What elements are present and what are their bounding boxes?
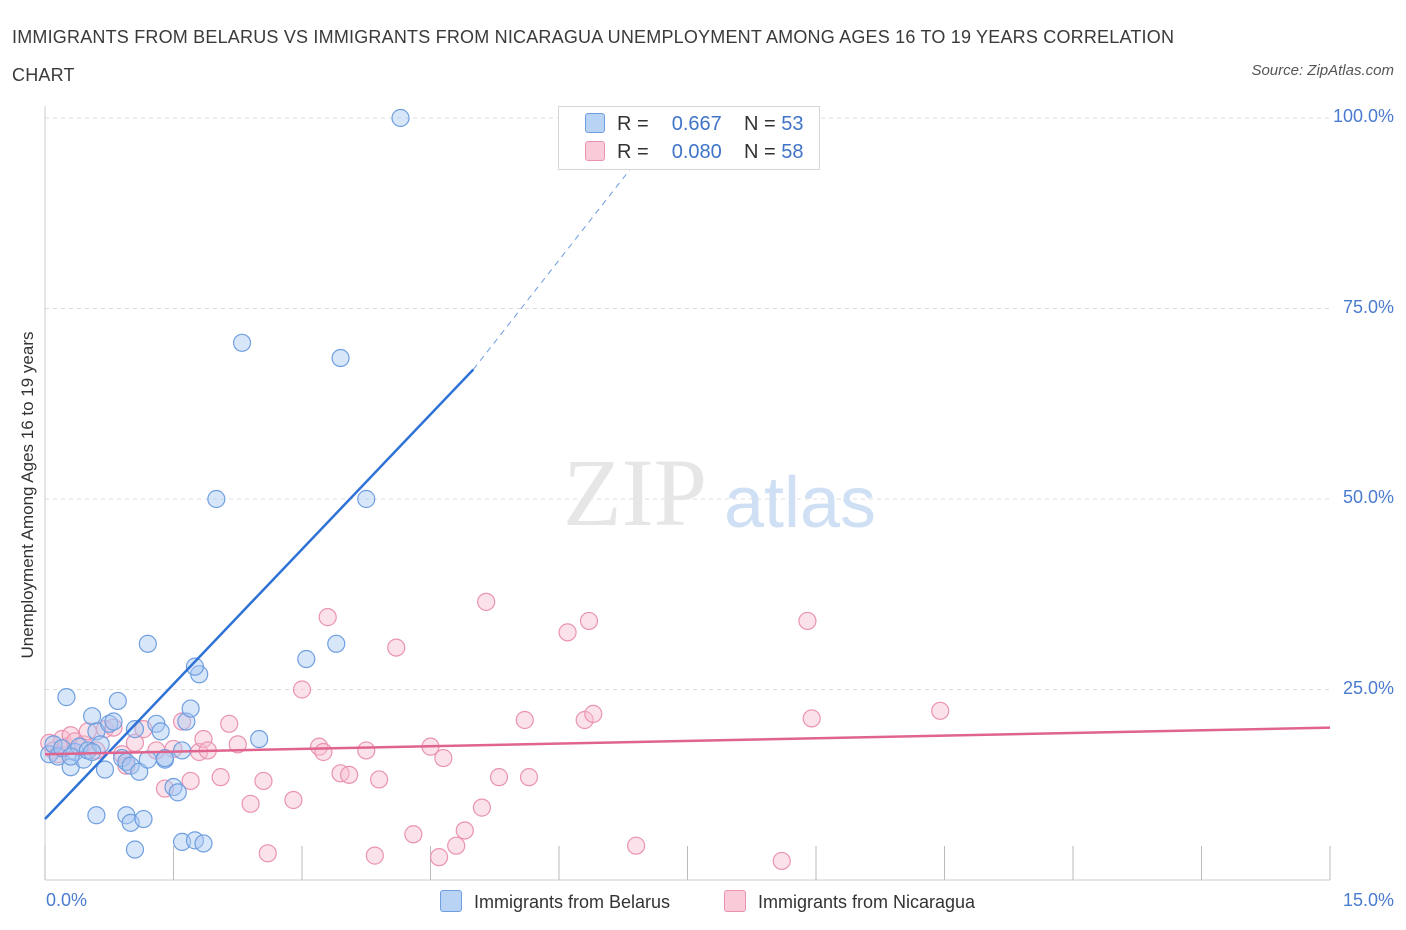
nicaragua-point <box>357 741 376 760</box>
nicaragua-point <box>241 794 260 813</box>
legend-swatch-belarus <box>585 113 605 133</box>
nicaragua-point <box>258 844 277 863</box>
belarus-point <box>391 108 410 128</box>
legend-n-label-nicaragua: N = <box>744 141 776 163</box>
nicaragua-point <box>365 846 384 865</box>
belarus-point <box>125 840 145 859</box>
nicaragua-point <box>172 712 192 731</box>
series-swatch-nicaragua <box>724 890 746 912</box>
nicaragua-point <box>489 768 509 787</box>
belarus-point <box>138 750 157 769</box>
belarus-point <box>181 699 200 718</box>
nicaragua-point <box>340 765 359 784</box>
nicaragua-points <box>40 592 950 871</box>
belarus-point <box>108 691 127 711</box>
nicaragua-point <box>220 714 239 733</box>
belarus-point <box>168 783 187 802</box>
legend-row-nicaragua: R = 0.080 N = 58 <box>585 141 804 165</box>
nicaragua-point <box>455 821 474 840</box>
nicaragua-point <box>798 611 817 631</box>
legend-n-label-belarus: N = <box>744 113 776 135</box>
nicaragua-point <box>772 851 791 871</box>
y-tick-label: 100.0% <box>1332 106 1394 126</box>
belarus-point <box>104 712 123 731</box>
nicaragua-point <box>211 768 230 787</box>
nicaragua-point <box>429 848 449 867</box>
belarus-point <box>134 809 153 829</box>
series-legend-nicaragua[interactable]: Immigrants from Nicaragua <box>724 890 975 913</box>
legend-r-value-nicaragua: 0.080 <box>671 141 722 163</box>
chart-source: Source: ZipAtlas.com <box>1251 62 1394 79</box>
watermark: ZIP atlas <box>563 439 876 546</box>
nicaragua-point <box>477 592 496 611</box>
nicaragua-point <box>579 611 599 631</box>
nicaragua-trend-line <box>44 726 1331 756</box>
nicaragua-point <box>314 742 333 762</box>
nicaragua-point <box>931 701 950 720</box>
nicaragua-point <box>802 709 821 728</box>
nicaragua-point <box>626 836 646 855</box>
legend-r-label-nicaragua: R = <box>617 141 649 163</box>
belarus-point <box>57 688 76 707</box>
nicaragua-point <box>447 836 466 855</box>
belarus-point <box>357 489 376 509</box>
belarus-point <box>83 707 102 726</box>
grid-lines <box>45 117 1330 690</box>
belarus-point <box>48 747 67 766</box>
series-swatch-belarus <box>440 890 462 912</box>
belarus-point <box>331 348 350 368</box>
y-tick-label: 75.0% <box>1342 296 1394 317</box>
chart-title: IMMIGRANTS FROM BELARUS VS IMMIGRANTS FR… <box>12 27 1175 85</box>
nicaragua-point <box>254 771 273 791</box>
belarus-point <box>232 333 252 352</box>
correlation-legend: R = 0.667 N = 53 R = 0.080 N = 58 <box>558 106 820 170</box>
y-tick-label: 50.0% <box>1342 487 1394 507</box>
belarus-points <box>40 108 410 859</box>
belarus-point <box>61 747 80 766</box>
belarus-point <box>250 729 269 749</box>
nicaragua-point <box>558 623 577 642</box>
belarus-point <box>327 634 346 653</box>
belarus-point <box>297 649 316 669</box>
belarus-point <box>125 720 145 739</box>
belarus-point <box>95 760 115 779</box>
nicaragua-point <box>387 638 406 657</box>
nicaragua-point <box>434 748 453 768</box>
belarus-point <box>151 722 170 741</box>
nicaragua-point <box>515 710 534 730</box>
legend-r-value-belarus: 0.667 <box>671 113 722 135</box>
nicaragua-point <box>318 608 337 627</box>
belarus-point <box>185 657 205 676</box>
belarus-point <box>155 748 175 768</box>
x-tick-min: 0.0% <box>46 890 88 910</box>
belarus-point <box>207 489 226 509</box>
nicaragua-point <box>181 771 200 791</box>
nicaragua-point <box>370 770 389 789</box>
x-tick-max: 15.0% <box>1342 890 1394 910</box>
belarus-point <box>194 834 213 853</box>
watermark-zip: ZIP <box>563 439 707 546</box>
nicaragua-point <box>472 798 491 817</box>
belarus-point <box>87 806 106 825</box>
nicaragua-point <box>404 825 423 844</box>
nicaragua-point <box>519 768 539 787</box>
series-label-nicaragua: Immigrants from Nicaragua <box>758 892 976 912</box>
series-legend-belarus[interactable]: Immigrants from Belarus <box>440 890 670 913</box>
belarus-point <box>138 634 157 653</box>
series-label-belarus: Immigrants from Belarus <box>474 892 671 912</box>
belarus-trend-line <box>44 368 475 820</box>
watermark-atlas: atlas <box>724 463 876 543</box>
nicaragua-point <box>284 790 303 810</box>
legend-swatch-nicaragua <box>585 141 605 161</box>
nicaragua-point <box>584 704 603 723</box>
legend-n-value-nicaragua: 58 <box>781 141 804 163</box>
nicaragua-point <box>228 735 247 754</box>
y-tick-label: 25.0% <box>1342 677 1394 698</box>
legend-r-label-belarus: R = <box>617 113 649 135</box>
nicaragua-point <box>292 680 312 699</box>
legend-row-belarus: R = 0.667 N = 53 <box>585 113 804 137</box>
legend-n-value-belarus: 53 <box>781 113 804 135</box>
nicaragua-point <box>194 729 213 749</box>
